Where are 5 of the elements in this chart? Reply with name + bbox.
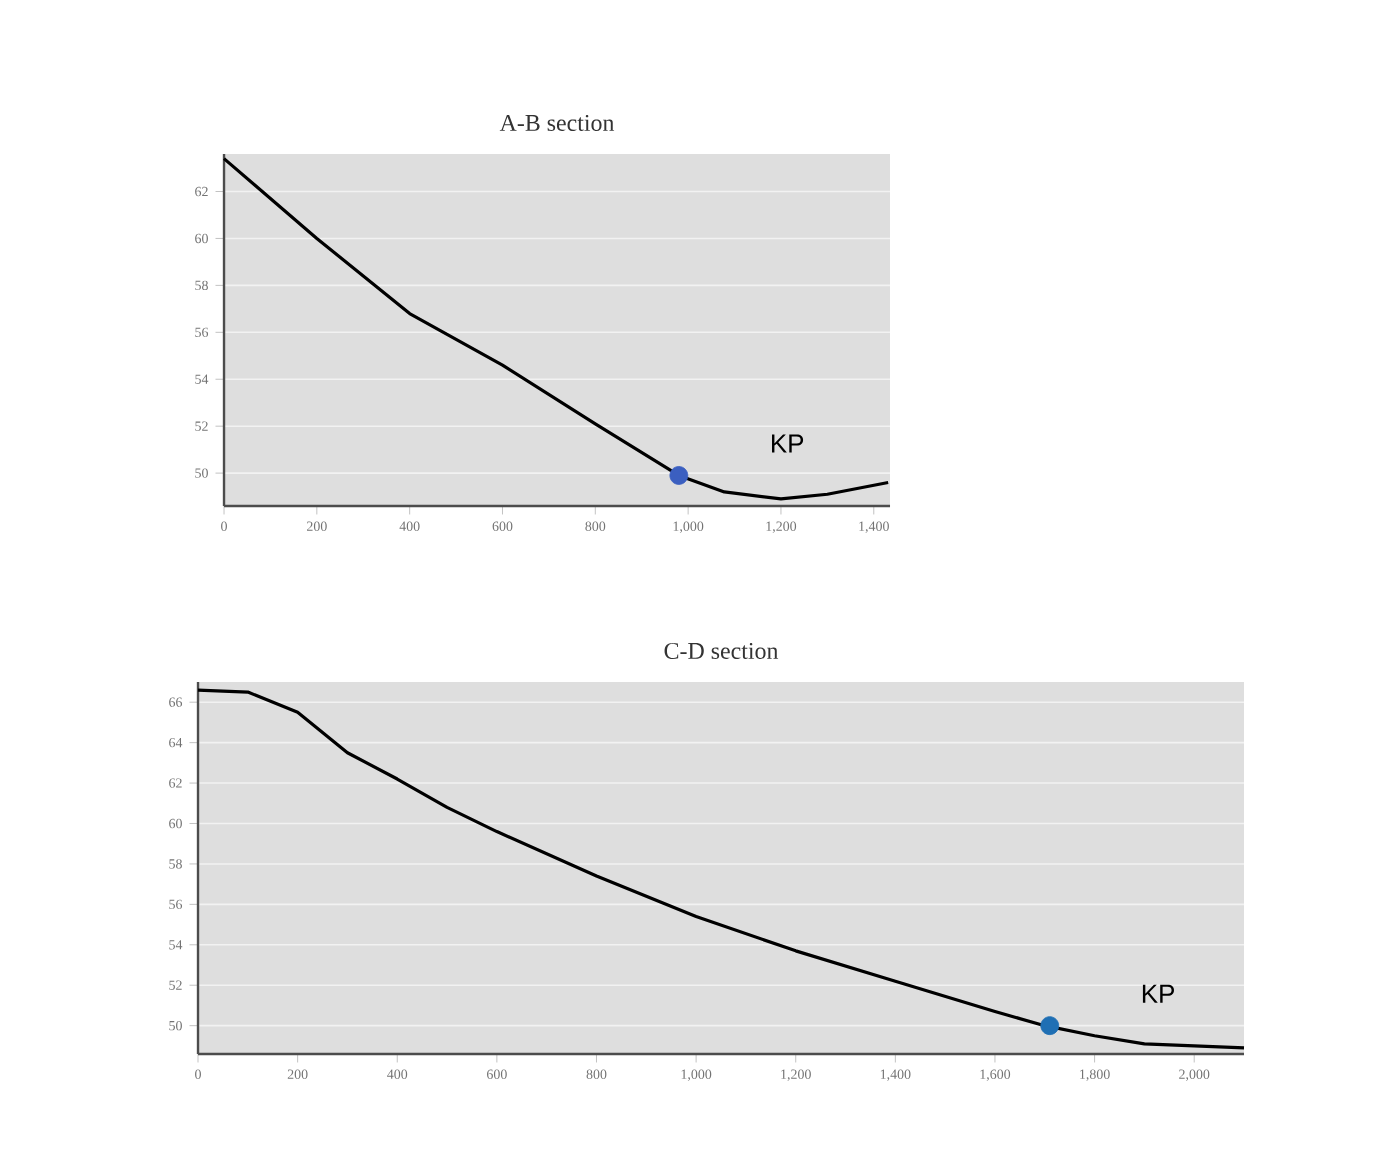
chart-title: C-D section	[664, 642, 779, 659]
chart-title: A-B section	[499, 114, 615, 131]
annotation: KP	[772, 434, 804, 453]
annotation: KP	[1142, 984, 1174, 1003]
line-series	[222, 157, 890, 501]
